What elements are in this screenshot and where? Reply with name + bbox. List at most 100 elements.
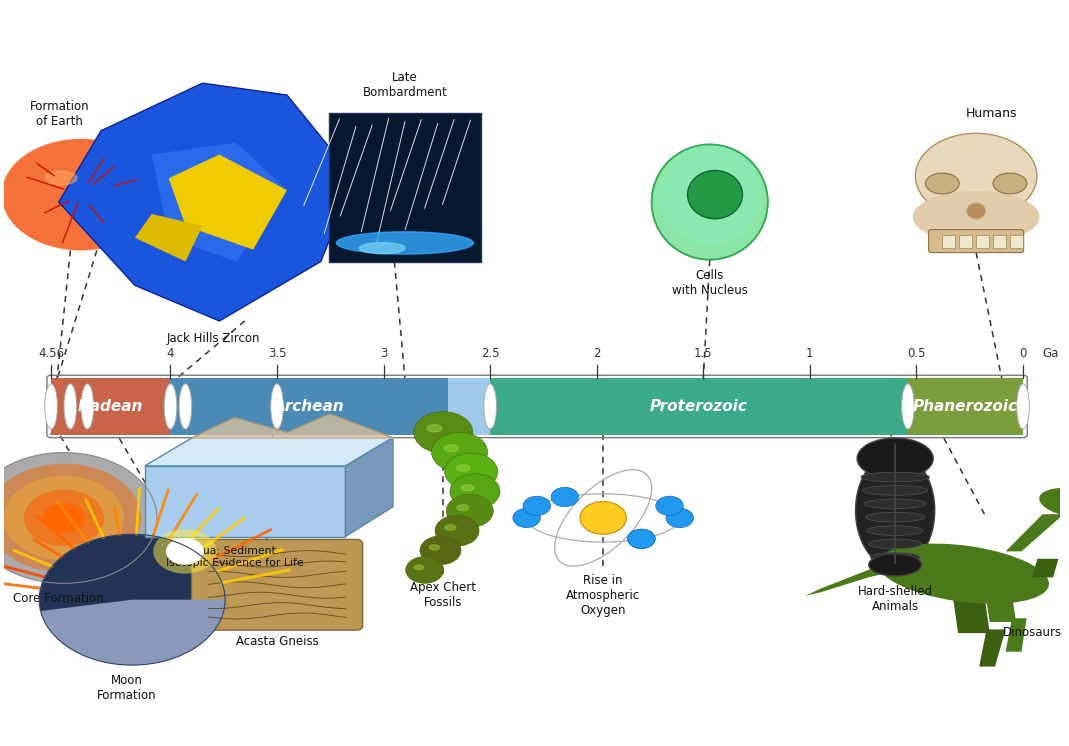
Ellipse shape [64,384,77,429]
Ellipse shape [337,232,474,254]
Ellipse shape [660,145,760,245]
Text: Core Formation: Core Formation [13,592,104,605]
Ellipse shape [45,171,77,185]
Circle shape [40,534,226,665]
Circle shape [445,453,498,490]
Circle shape [405,557,444,583]
Circle shape [0,464,141,572]
Ellipse shape [461,485,474,491]
Circle shape [153,529,217,574]
Ellipse shape [926,173,959,194]
Ellipse shape [444,445,459,451]
Text: 3: 3 [379,347,387,360]
Ellipse shape [866,513,925,522]
Polygon shape [1006,618,1026,652]
Circle shape [65,184,97,206]
Text: Apex Chert
Fossils: Apex Chert Fossils [410,581,477,609]
Circle shape [13,146,150,243]
Ellipse shape [861,472,929,482]
Bar [491,378,908,435]
Polygon shape [985,589,1017,622]
Circle shape [628,529,655,548]
Text: 4: 4 [167,347,174,360]
Ellipse shape [863,486,928,495]
Circle shape [414,412,472,454]
Text: Hadean: Hadean [78,399,143,414]
Ellipse shape [270,384,283,429]
Polygon shape [169,154,286,250]
Ellipse shape [445,525,456,530]
Ellipse shape [869,554,921,576]
Circle shape [450,474,500,509]
Ellipse shape [414,565,423,570]
Text: Dinosaurs: Dinosaurs [1003,626,1062,639]
Circle shape [666,508,694,527]
Polygon shape [135,214,202,262]
Bar [943,235,955,248]
Ellipse shape [687,171,743,219]
Ellipse shape [180,384,191,429]
Ellipse shape [484,384,496,429]
Circle shape [38,165,123,225]
Text: Phanerozoic: Phanerozoic [913,399,1018,414]
Polygon shape [1006,514,1064,551]
Polygon shape [59,83,355,321]
Text: 2.5: 2.5 [481,347,499,360]
Circle shape [166,538,204,565]
Bar [170,378,448,435]
Polygon shape [805,559,900,596]
Polygon shape [152,142,286,262]
Text: Isua: Sediment
Isotopic Evidence for Life: Isua: Sediment Isotopic Evidence for Lif… [166,546,304,568]
Polygon shape [144,438,393,466]
Circle shape [579,501,626,534]
Circle shape [435,515,479,546]
Ellipse shape [429,545,439,550]
Circle shape [432,433,487,472]
Bar [1010,235,1023,248]
Text: Proterozoic: Proterozoic [650,399,748,414]
Circle shape [44,169,118,221]
FancyBboxPatch shape [929,230,1024,253]
Ellipse shape [456,505,468,510]
Ellipse shape [1017,384,1029,429]
Text: Archean: Archean [274,399,344,414]
Circle shape [17,150,144,239]
Text: Cells
with Nucleus: Cells with Nucleus [671,269,747,297]
Circle shape [420,536,461,565]
Bar [144,466,345,536]
Circle shape [2,139,160,251]
Circle shape [28,157,134,232]
Ellipse shape [870,553,920,562]
Circle shape [33,161,128,228]
Circle shape [523,496,551,515]
Polygon shape [1032,559,1058,577]
Ellipse shape [165,384,176,429]
Bar [51,378,170,435]
Bar [993,235,1006,248]
Ellipse shape [359,242,405,254]
Circle shape [24,489,104,546]
Circle shape [513,508,540,527]
Circle shape [3,475,124,560]
Text: 4.56: 4.56 [38,347,64,360]
Bar [329,113,481,262]
Ellipse shape [915,134,1037,219]
Polygon shape [345,438,393,536]
Text: Hard-shelled
Animals: Hard-shelled Animals [857,585,932,612]
Ellipse shape [864,499,927,509]
Ellipse shape [869,539,921,549]
Ellipse shape [456,465,470,471]
Ellipse shape [867,526,924,536]
Circle shape [628,529,655,548]
Wedge shape [41,600,226,665]
Circle shape [71,187,92,202]
Ellipse shape [45,384,58,429]
Ellipse shape [1039,488,1069,518]
FancyBboxPatch shape [191,539,362,630]
Polygon shape [952,596,990,633]
Text: Ga: Ga [1042,347,1058,360]
Text: Humans: Humans [966,107,1018,120]
Ellipse shape [857,438,933,479]
Text: 2: 2 [593,347,601,360]
Text: 0.5: 0.5 [908,347,926,360]
